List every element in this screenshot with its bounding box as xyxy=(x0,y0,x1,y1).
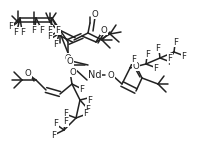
Text: F: F xyxy=(173,38,178,46)
Text: F: F xyxy=(51,130,56,139)
Text: F: F xyxy=(79,85,84,94)
Text: F: F xyxy=(20,28,25,37)
Text: F: F xyxy=(155,43,160,52)
Text: F: F xyxy=(87,96,92,105)
Text: F: F xyxy=(167,57,172,66)
Text: F: F xyxy=(31,26,36,35)
Text: O: O xyxy=(66,56,73,65)
Text: F: F xyxy=(47,26,52,35)
Text: F: F xyxy=(8,22,13,31)
Text: F: F xyxy=(63,118,68,126)
Text: F: F xyxy=(145,49,150,58)
Text: F: F xyxy=(53,120,58,128)
Text: F: F xyxy=(153,63,158,72)
Text: F: F xyxy=(131,54,136,63)
Text: F: F xyxy=(55,26,60,35)
Text: O: O xyxy=(107,70,114,79)
Text: Nd: Nd xyxy=(88,70,101,80)
Text: F: F xyxy=(47,32,52,41)
Text: F: F xyxy=(39,26,44,35)
Text: F: F xyxy=(63,110,68,119)
Text: O: O xyxy=(64,53,71,62)
Text: F: F xyxy=(13,28,18,37)
Text: O: O xyxy=(132,61,139,70)
Text: F: F xyxy=(83,110,88,119)
Text: O: O xyxy=(91,10,98,19)
Text: F: F xyxy=(85,106,90,115)
Text: O: O xyxy=(24,68,31,77)
Text: F: F xyxy=(53,40,58,48)
Text: F: F xyxy=(181,51,186,60)
Text: O: O xyxy=(69,67,76,76)
Text: O: O xyxy=(100,26,107,35)
Text: F: F xyxy=(167,53,172,62)
